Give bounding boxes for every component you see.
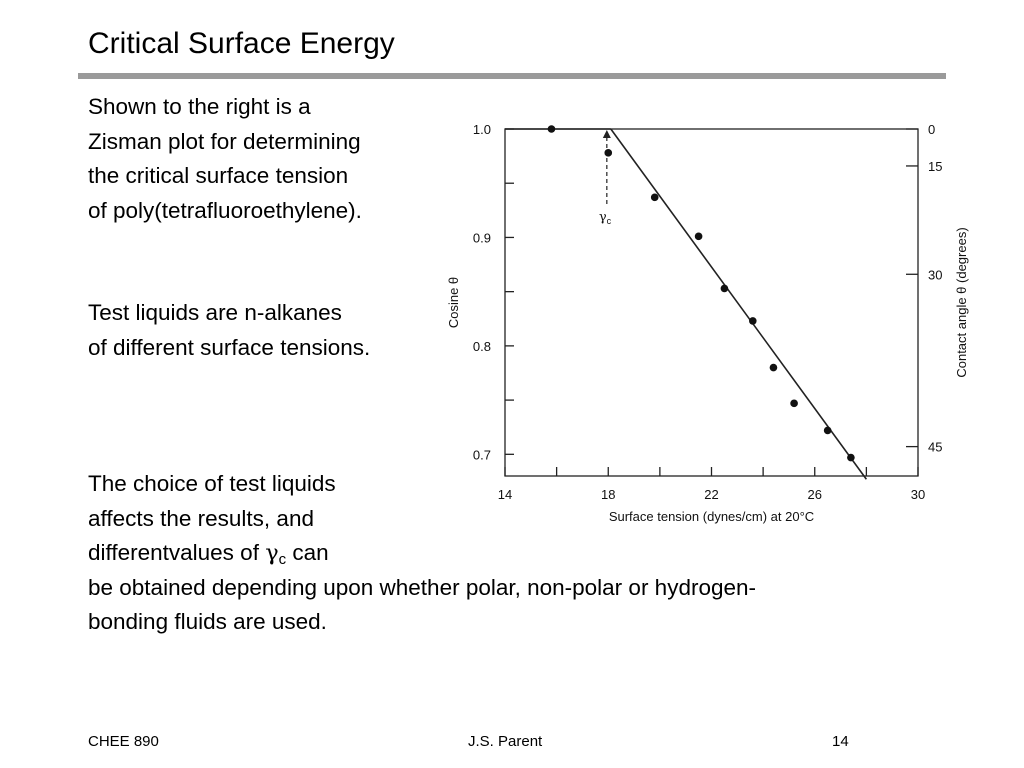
text-line: the critical surface tension [88,163,349,188]
right-tick-label: 45 [928,440,942,455]
data-point [790,399,798,408]
gamma-c-symbol: γ [599,210,607,225]
text-line: Shown to the right is a [88,94,311,119]
gamma-symbol: γ [265,540,279,566]
data-point [604,149,613,157]
y-tick-label: 0.7 [473,447,491,462]
y-axis-label-left: Cosine θ [446,277,461,328]
data-point [749,317,757,325]
slide-title: Critical Surface Energy [88,27,395,60]
fit-line [610,128,868,480]
footer-center: J.S. Parent [468,733,543,750]
text-line: differentvalues of γc can [88,536,756,571]
right-tick-label: 0 [928,122,935,137]
paragraph-test-liquids: Test liquids are n-alkanes of different … [88,296,370,365]
text-line: The choice of test liquids [88,471,336,496]
footer-page-number: 14 [832,733,849,750]
gamma-c-arrowhead [602,130,611,138]
paragraph-zisman-intro: Shown to the right is a Zisman plot for … [88,90,362,228]
title-divider [78,73,946,79]
text-line: be obtained depending upon whether polar… [88,574,757,600]
data-point [547,125,556,133]
y-axis-label-right: Contact angle θ (degrees) [954,227,969,377]
text-fragment: differentvalues of [88,540,266,565]
paragraph-choice-of-liquids: The choice of test liquids affects the r… [88,467,756,640]
x-tick-label: 30 [911,487,925,502]
y-tick-label: 0.9 [473,230,491,245]
text-line: of different surface tensions. [88,334,371,360]
text-fragment: can [286,540,329,565]
right-tick-label: 30 [928,267,942,282]
x-axis-label: Surface tension (dynes/cm) at 20°C [609,509,814,524]
x-tick-label: 26 [808,487,822,502]
plot-frame [504,128,919,477]
x-tick-label: 22 [704,487,718,502]
data-point [650,193,659,202]
y-tick-label: 0.8 [473,339,491,354]
right-tick-label: 15 [928,159,942,174]
y-tick-label: 1.0 [473,122,491,137]
gamma-subscript: c [278,551,287,568]
gamma-c-label: γc [599,210,612,226]
x-tick-label: 18 [601,487,615,502]
data-point [847,453,855,462]
data-point [720,284,729,293]
footer-left: CHEE 890 [88,733,159,750]
text-line: Test liquids are n-alkanes [88,300,342,325]
data-point [769,363,778,372]
text-line: affects the results, and [88,505,314,531]
data-point [823,426,832,435]
text-line: Zisman plot for determining [88,128,361,154]
text-line: bonding fluids are used. [88,609,327,634]
gamma-c-subscript: c [607,216,612,226]
data-point [694,232,703,241]
zisman-plot-chart: 14 18 22 26 30 1.0 0.9 0.8 0.7 0 15 30 45 Surface ten… [446,122,969,524]
x-tick-label: 14 [498,487,512,502]
text-line: of poly(tetrafluoroethylene). [88,197,362,223]
